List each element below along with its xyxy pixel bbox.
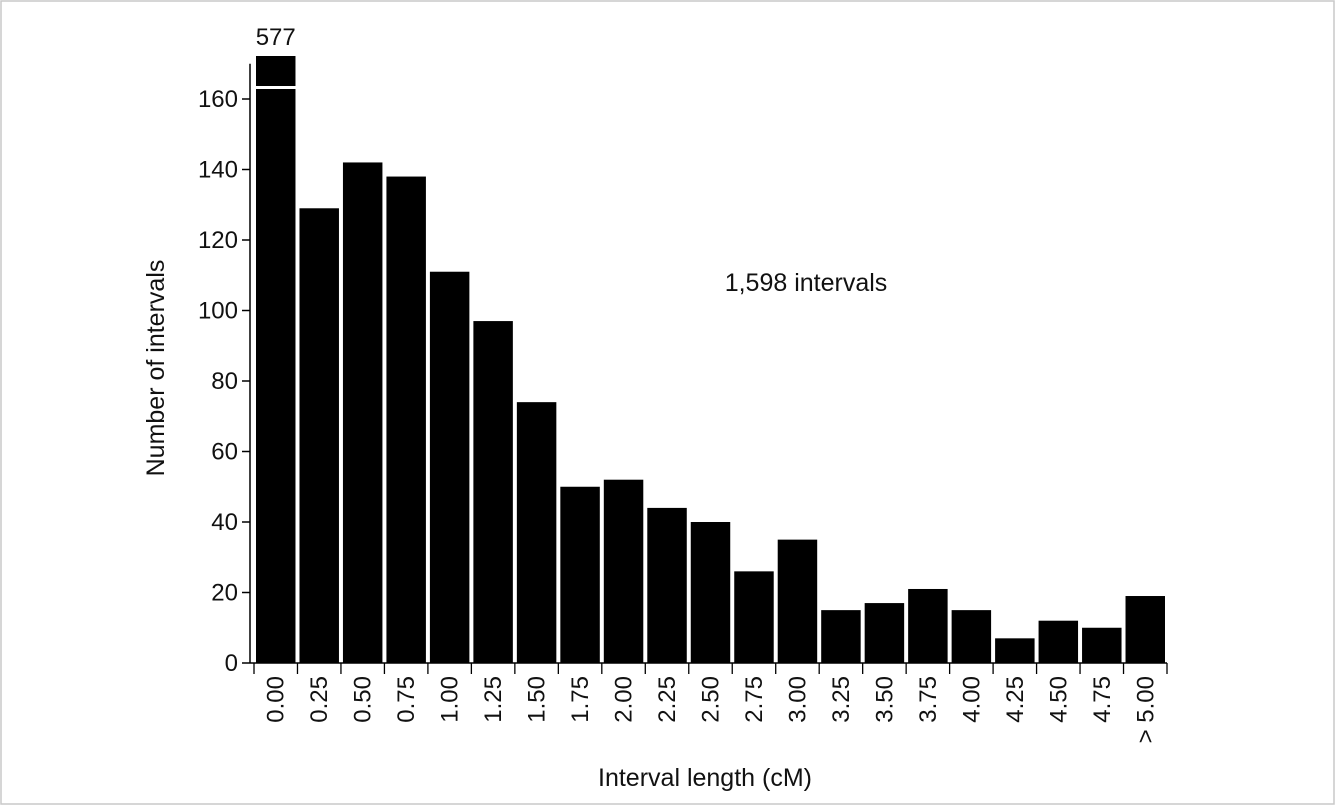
bar-175	[560, 486, 600, 663]
x-tick-label-16: 4.00	[958, 676, 985, 723]
bar-250	[690, 522, 731, 663]
bar-000	[256, 56, 296, 663]
y-tick-label-40: 40	[211, 509, 238, 536]
bar-425	[995, 638, 1035, 663]
x-tick-label-7: 1.75	[567, 676, 594, 723]
y-tick-label-100: 100	[198, 298, 238, 325]
y-tick-label-60: 60	[211, 439, 238, 466]
broken-bar-value-label: 577	[256, 24, 296, 51]
bar-150	[516, 402, 557, 663]
bar-325	[821, 610, 861, 664]
x-tick-label-17: 4.25	[1002, 676, 1029, 723]
bar-500	[1125, 596, 1165, 663]
y-axis: 0 20 40 60 80 100 120 140 160	[198, 63, 251, 677]
bar-200	[603, 479, 644, 663]
x-tick-label-5: 1.25	[480, 676, 507, 723]
x-tick-label-3: 0.75	[393, 676, 420, 723]
x-tick-label-13: 3.25	[828, 676, 855, 723]
x-tick-label-2: 0.50	[350, 676, 377, 723]
x-tick-label-14: 3.50	[871, 676, 898, 723]
bar-025	[299, 208, 339, 663]
y-tick-label-80: 80	[211, 368, 238, 395]
y-axis-title: Number of intervals	[142, 260, 170, 477]
x-tick-label-15: 3.75	[915, 676, 942, 723]
y-tick-label-20: 20	[211, 580, 238, 607]
y-tick-label-120: 120	[198, 227, 238, 254]
x-tick-label-19: 4.75	[1089, 676, 1116, 723]
bar-350	[864, 603, 905, 663]
x-tick-label-6: 1.50	[524, 676, 551, 723]
total-intervals-annotation: 1,598 intervals	[725, 269, 888, 297]
bar-375	[908, 588, 948, 663]
x-tick-label-11: 2.75	[741, 676, 768, 723]
bars	[255, 56, 1165, 664]
x-tick-label-12: 3.00	[784, 676, 811, 723]
x-tick-label-18: 4.50	[1045, 676, 1072, 723]
x-tick-label-10: 2.50	[698, 676, 725, 723]
bar-050	[342, 162, 383, 663]
bar-400	[951, 610, 992, 664]
bar-225	[647, 507, 687, 663]
y-tick-label-140: 140	[198, 157, 238, 184]
x-tick-label-8: 2.00	[611, 676, 638, 723]
x-tick-label-4: 1.00	[437, 676, 464, 723]
bar-450	[1038, 620, 1079, 663]
bar-300	[777, 539, 818, 664]
x-axis: 0.00 0.25 0.50 0.75 1.00 1.25 1.50 1.75 2.00 2.25…	[250, 662, 1168, 743]
y-tick-label-0: 0	[225, 650, 238, 677]
bar-475	[1082, 627, 1122, 663]
bar-075	[386, 176, 426, 664]
bar-100	[429, 271, 470, 663]
x-axis-title: Interval length (cM)	[598, 764, 812, 792]
x-tick-label-1: 0.25	[306, 676, 333, 723]
x-tick-label-0: 0.00	[263, 676, 290, 723]
bar-125	[473, 321, 513, 663]
bar-275	[734, 571, 774, 663]
axis-break-mark	[255, 86, 297, 89]
x-tick-label-20: > 5.00	[1132, 676, 1159, 743]
y-tick-label-160: 160	[198, 86, 238, 113]
x-tick-label-9: 2.25	[654, 676, 681, 723]
